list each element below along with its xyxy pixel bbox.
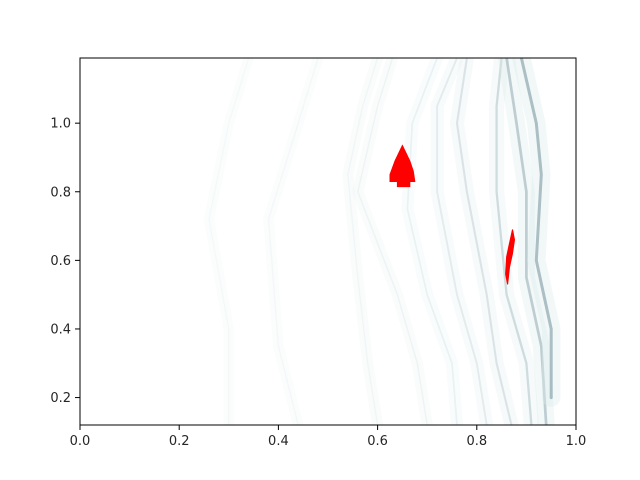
x-tick-label: 1.0 xyxy=(566,434,587,449)
band-trace-3 xyxy=(357,58,428,425)
x-axis: 0.0 0.2 0.4 0.6 0.8 1.0 xyxy=(70,425,587,449)
plot-frame xyxy=(79,57,577,426)
plot-background xyxy=(80,58,576,425)
band-trace-7 xyxy=(495,58,533,425)
band-trace-4 xyxy=(406,58,458,425)
band-glow-2 xyxy=(342,58,384,425)
band-glow-7 xyxy=(488,58,540,425)
y-tick-label: 1.0 xyxy=(50,117,71,132)
band-glow-5 xyxy=(430,58,494,425)
band-trace-1 xyxy=(267,58,319,425)
highlight-regions xyxy=(389,144,516,285)
x-tick-label: 0.0 xyxy=(70,434,91,449)
highlight-region-0 xyxy=(389,144,416,188)
y-tick-label: 0.8 xyxy=(50,185,71,200)
y-axis: 0.2 0.4 0.6 0.8 1.0 xyxy=(50,117,80,406)
y-tick-label: 0.6 xyxy=(50,254,71,269)
band-trace-8 xyxy=(505,58,548,425)
band-glow-3 xyxy=(352,58,433,425)
band-glow-4 xyxy=(401,58,464,425)
y-tick-label: 0.4 xyxy=(50,322,71,337)
band-trace-5 xyxy=(436,58,488,425)
band-trace-9 xyxy=(519,58,553,400)
x-tick-label: 0.4 xyxy=(268,434,289,449)
x-tick-label: 0.2 xyxy=(169,434,190,449)
x-tick-label: 0.6 xyxy=(367,434,388,449)
band-trace-2 xyxy=(347,58,379,425)
band-trace-6 xyxy=(455,58,513,425)
band-glow-6 xyxy=(449,58,519,425)
plot-area xyxy=(80,58,576,425)
highlight-region-1 xyxy=(505,229,516,285)
band-glow-0 xyxy=(203,58,254,425)
band-glow-1 xyxy=(263,58,324,425)
x-tick-label: 0.8 xyxy=(466,434,487,449)
band-trace-0 xyxy=(208,58,250,425)
y-tick-label: 0.2 xyxy=(50,391,71,406)
heatmap-bands xyxy=(203,58,561,425)
